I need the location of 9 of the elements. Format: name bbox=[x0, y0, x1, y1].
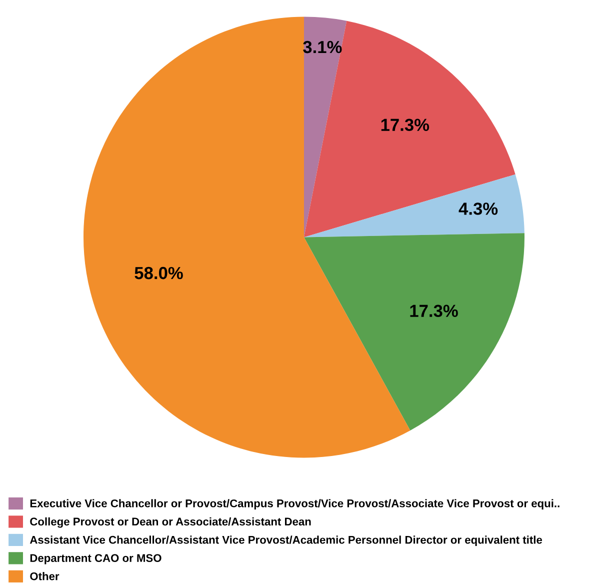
data-label: 17.3% bbox=[410, 304, 458, 318]
data-label: 58.0% bbox=[134, 266, 183, 280]
legend-label: Department CAO or MSO bbox=[30, 554, 162, 564]
legend-label: Other bbox=[30, 572, 60, 580]
data-label: 4.3% bbox=[458, 202, 498, 215]
legend-label: Executive Vice Chancellor or Provost/Campus Provost/Vice Provost/Associate Vice Provost or equi.. bbox=[30, 499, 560, 510]
legend-label: Assistant Vice Chancellor/Assistant Vice Provost/Academic Personnel Director or equivalent title bbox=[30, 536, 542, 546]
data-label: 17.3% bbox=[381, 118, 430, 132]
legend-label: College Provost or Dean or Associate/Assistant Dean bbox=[30, 517, 311, 528]
